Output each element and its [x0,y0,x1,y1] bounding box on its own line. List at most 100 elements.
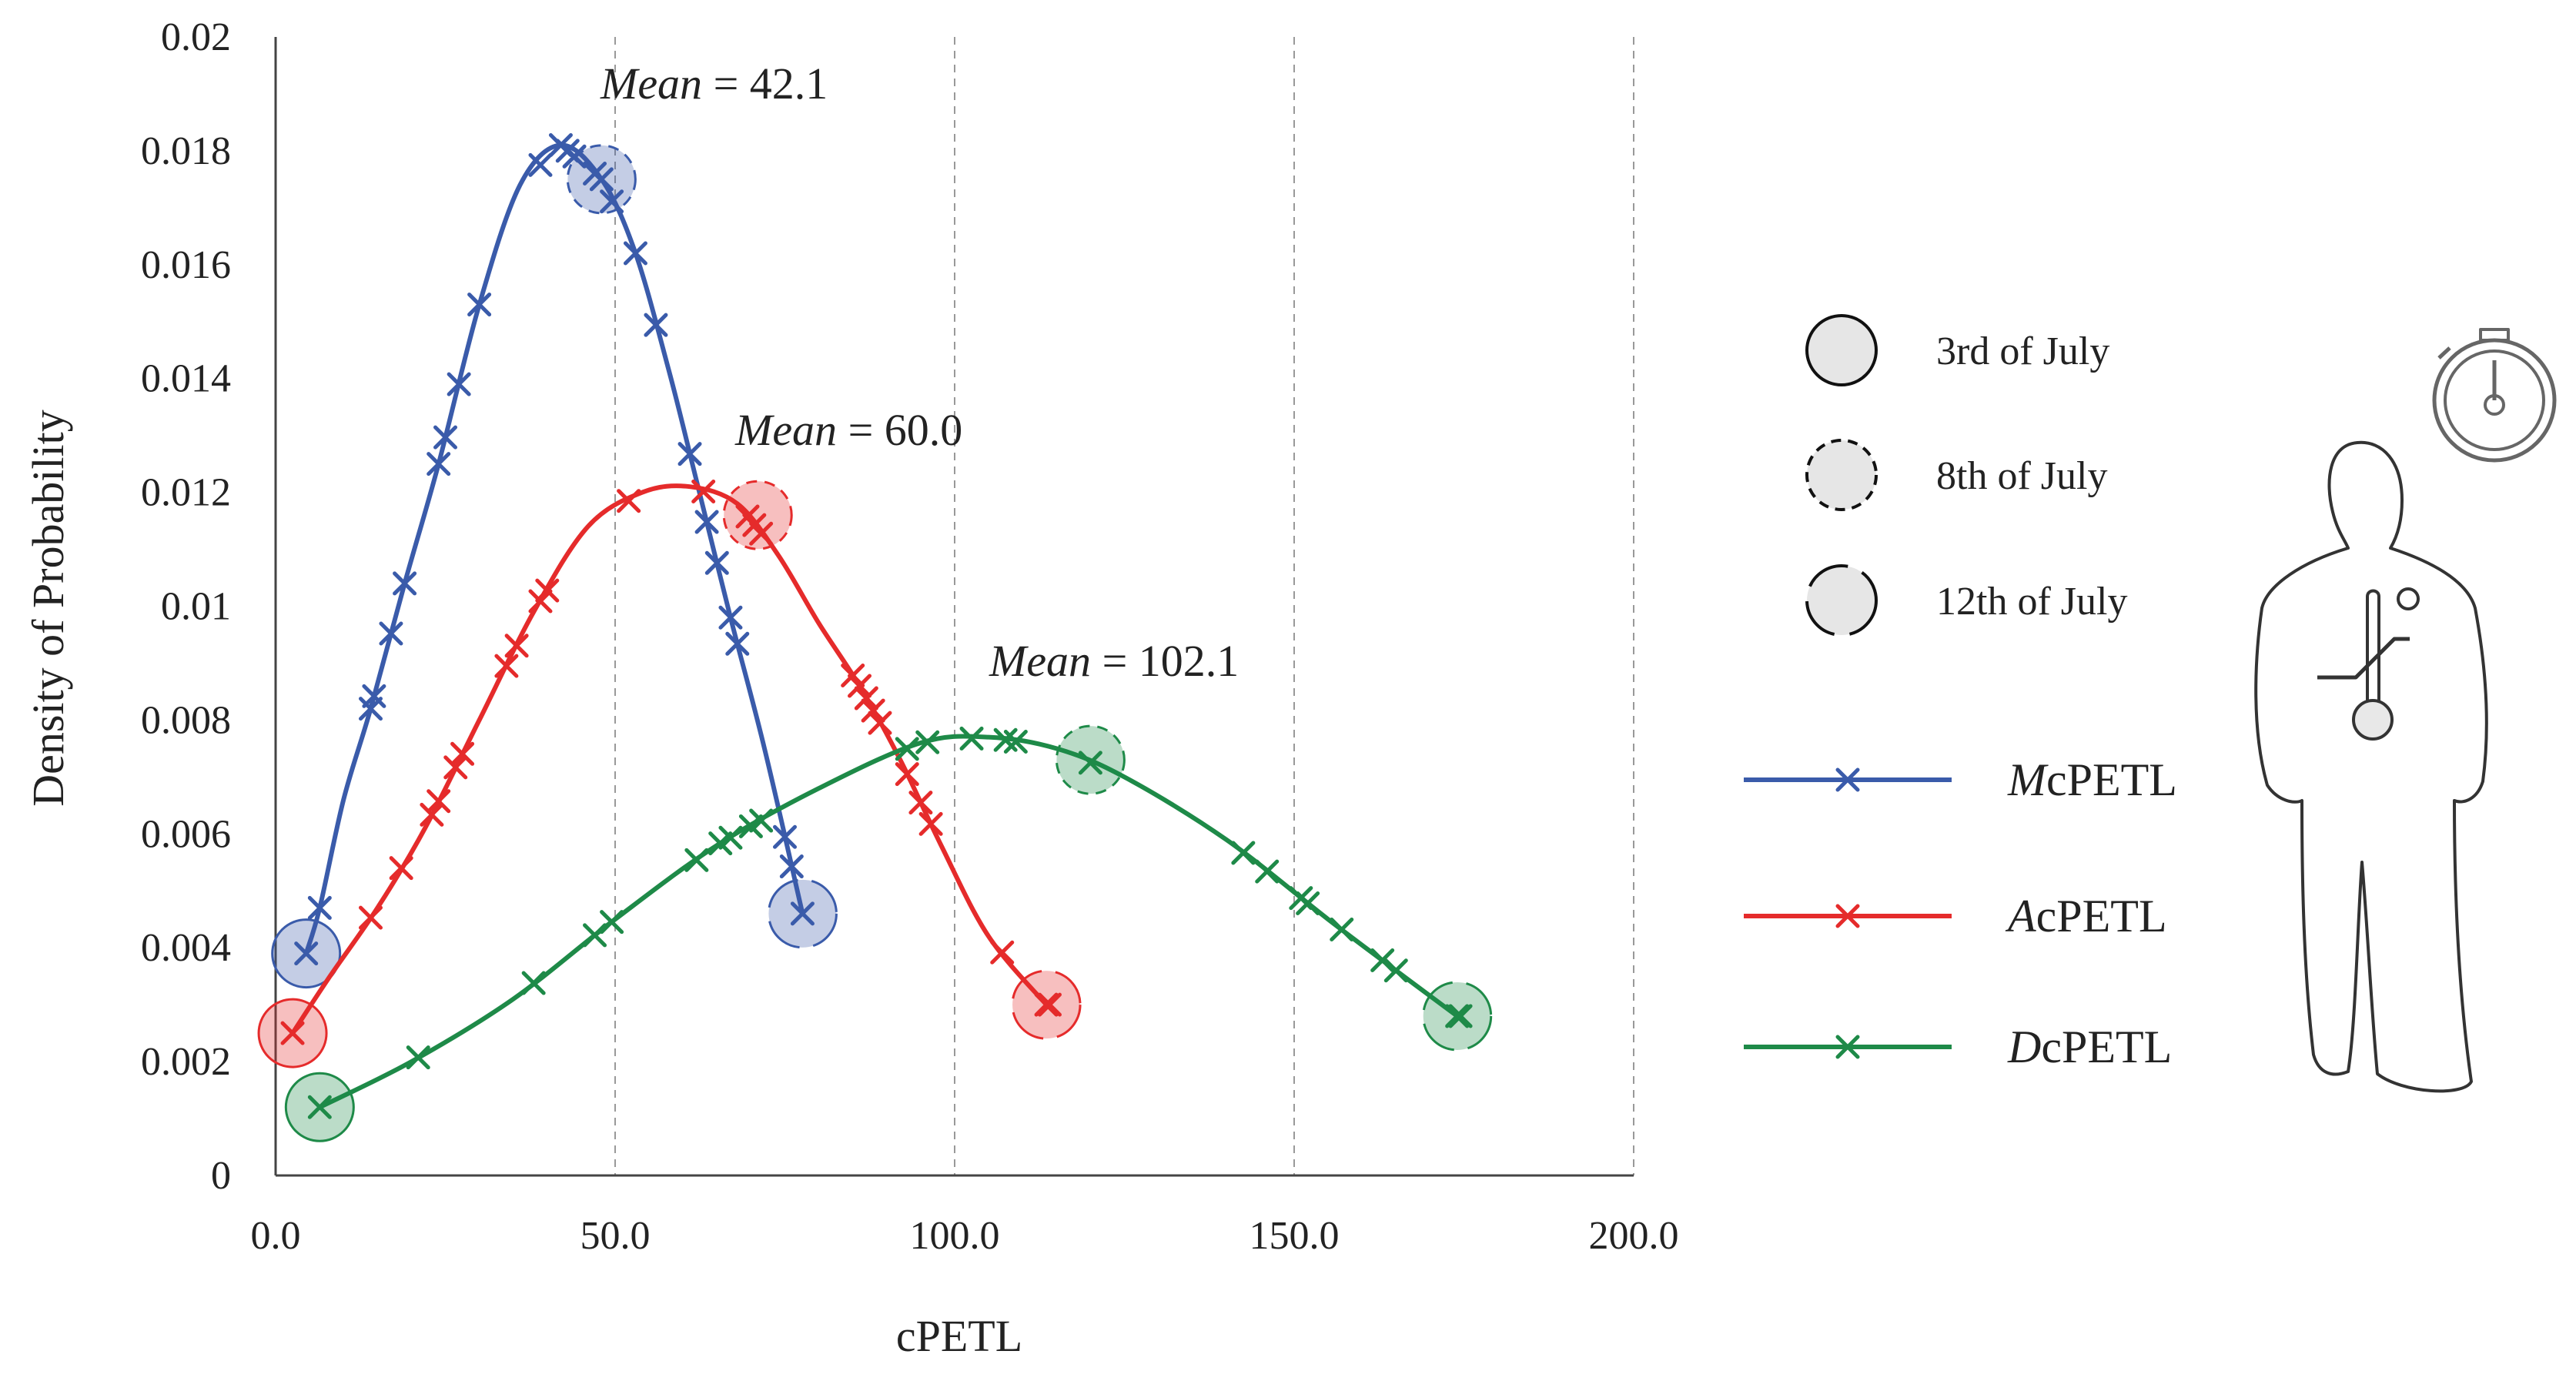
date-legend-label: 12th of July [1936,580,2127,624]
data-point [749,808,774,833]
data-point [990,940,1015,965]
data-point [535,578,560,603]
data-point [918,811,943,836]
data-point [1034,992,1059,1017]
date-marker-dashed [1055,724,1126,795]
date-legend-item: 3rd of July [1805,314,2109,386]
legend-marker [1835,767,1860,792]
date-legend-label: 8th of July [1936,454,2107,498]
date-legend-marker-broken [1805,564,1878,637]
data-point [362,684,386,708]
data-point [1003,730,1028,754]
data-point [504,634,529,658]
data-point [848,674,872,698]
mean-label-DcPETL: Mean = 102.1 [989,636,1239,686]
data-point [443,755,468,780]
series-DcPETL [284,724,1493,1142]
date-marker-dashed [722,480,793,550]
data-point [562,144,587,169]
data-point [841,663,865,687]
data-point [684,848,709,872]
legend-label: McPETL [2007,754,2177,805]
thermal-person-icon [2254,328,2557,1093]
y-tick-label: 0 [211,1154,231,1198]
series-McPETL [271,133,838,989]
y-tick-label: 0.002 [141,1040,231,1084]
mean-label-AcPETL: Mean = 60.0 [734,405,962,455]
data-point [1296,891,1320,916]
x-tick-label: 150.0 [1250,1214,1340,1258]
series-line-McPETL [303,142,805,955]
data-point [294,941,319,966]
legend-label: AcPETL [2005,891,2167,941]
data-point [725,631,750,656]
y-axis-title: Density of Probability [23,410,73,807]
data-point [1445,1004,1470,1028]
date-legend-label: 3rd of July [1936,329,2109,373]
data-point [861,698,885,723]
data-point [895,762,919,787]
series-legend-item-McPETL: McPETL [1744,754,2177,805]
data-point [908,791,933,815]
data-point [450,741,475,766]
data-point [1448,1004,1473,1028]
x-tick-label: 0.0 [251,1214,301,1258]
data-point [433,425,457,450]
data-point [718,605,743,630]
data-point [583,923,607,948]
data-point [749,521,774,546]
data-point [677,442,702,466]
mean-label-McPETL: Mean = 42.1 [600,59,828,109]
data-point [915,730,940,754]
data-point [1037,992,1062,1017]
data-point [494,654,519,678]
data-point [617,489,641,513]
data-point [528,152,553,177]
data-point [600,189,624,214]
date-legend-item: 8th of July [1805,439,2107,511]
series-layer [257,133,1493,1142]
legend-marker [1835,1035,1860,1059]
data-point [1330,918,1354,942]
series-line-AcPETL [290,483,1049,1035]
data-point [868,711,892,735]
data-point [959,726,984,751]
legend-marker [1835,904,1860,928]
data-point [307,895,332,920]
data-point [790,901,815,926]
data-point [1231,841,1256,865]
series-legend-item-AcPETL: AcPETL [1744,891,2167,941]
data-point [589,167,614,192]
series-legend-item-DcPETL: DcPETL [1744,1022,2172,1072]
date-legend: 3rd of July 8th of July 12th of July [1805,314,2127,637]
data-point [600,910,624,935]
data-point [447,372,471,396]
data-point [1078,751,1102,775]
y-tick-label: 0.004 [141,926,231,970]
x-tick-label: 100.0 [910,1214,1000,1258]
legend-label: DcPETL [2007,1022,2172,1072]
data-point [427,452,451,476]
data-point [644,313,668,337]
data-point [895,737,919,761]
date-legend-marker-solid [1805,314,1878,386]
x-axis-title: cPETL [896,1311,1022,1361]
data-point [307,1095,332,1119]
series-legend: McPETL AcPETL DcPETL [1744,754,2177,1072]
data-point [854,686,878,711]
data-point [280,1021,305,1045]
y-tick-label: 0.006 [141,812,231,856]
data-point [694,510,719,534]
data-point [691,480,716,504]
data-point [427,789,451,814]
data-point [779,854,804,879]
y-tick-label: 0.012 [141,471,231,515]
y-tick-label: 0.02 [161,15,231,59]
data-point [623,241,647,266]
y-tick-label: 0.008 [141,698,231,742]
axes [274,37,1634,1177]
x-tick-labels: 0.0 50.0 100.0 150.0 200.0 [251,1214,1679,1258]
data-point [704,550,729,575]
data-point [420,802,444,827]
